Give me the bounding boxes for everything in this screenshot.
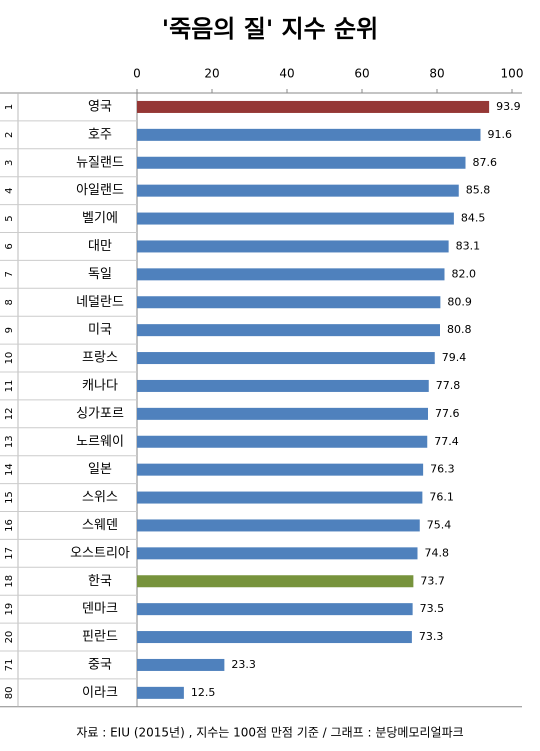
bar: [137, 547, 418, 560]
bar: [137, 379, 429, 392]
rank-label: 14: [4, 463, 15, 476]
bar: [137, 324, 440, 337]
category-label: 대만: [88, 239, 112, 254]
rank-label: 5: [4, 215, 15, 221]
value-label: 87.6: [473, 156, 498, 169]
bar: [137, 463, 424, 476]
rank-label: 71: [4, 659, 15, 672]
bar: [137, 212, 454, 225]
value-label: 75.4: [427, 518, 452, 531]
value-label: 91.6: [488, 128, 513, 141]
category-label: 미국: [88, 323, 112, 338]
rank-label: 10: [4, 352, 15, 365]
bar: [137, 128, 481, 141]
category-label: 중국: [88, 657, 112, 672]
category-label: 캐나다: [82, 378, 118, 393]
category-label: 싱가포르: [76, 406, 124, 421]
bar: [137, 407, 428, 420]
rank-label: 11: [4, 380, 15, 393]
rank-label: 19: [4, 603, 15, 616]
category-label: 오스트리아: [70, 546, 130, 561]
value-label: 83.1: [456, 239, 481, 252]
value-label: 74.8: [425, 546, 450, 559]
category-label: 이라크: [82, 685, 118, 700]
bar: [137, 100, 490, 113]
bar: [137, 240, 449, 253]
rank-label: 6: [4, 243, 15, 249]
category-label: 뉴질랜드: [76, 155, 124, 170]
rank-label: 2: [4, 132, 15, 138]
value-label: 80.9: [447, 295, 472, 308]
bar: [137, 575, 414, 588]
bar: [137, 519, 420, 532]
value-label: 23.3: [231, 658, 256, 671]
rank-label: 18: [4, 575, 15, 588]
bar: [137, 686, 184, 699]
chart-title: '죽음의 질' 지수 순위: [162, 15, 378, 43]
rank-label: 1: [4, 104, 15, 110]
category-label: 호주: [88, 127, 112, 142]
rank-label: 16: [4, 519, 15, 532]
value-label: 77.4: [434, 435, 459, 448]
bar: [137, 491, 423, 504]
x-tick-label: 100: [501, 67, 524, 81]
value-label: 84.5: [461, 212, 486, 225]
bar: [137, 352, 435, 365]
bar: [137, 435, 428, 448]
category-label: 덴마크: [82, 602, 118, 617]
value-label: 73.3: [419, 630, 444, 643]
rank-label: 13: [4, 435, 15, 448]
x-tick-label: 20: [204, 67, 219, 81]
bar: [137, 184, 459, 197]
value-label: 85.8: [466, 184, 491, 197]
value-label: 77.6: [435, 407, 460, 420]
value-label: 73.7: [420, 574, 445, 587]
value-label: 73.5: [420, 602, 445, 615]
category-label: 노르웨이: [76, 434, 124, 449]
category-label: 일본: [88, 462, 112, 477]
value-label: 77.8: [436, 379, 461, 392]
source-note: 자료 : EIU (2015년) , 지수는 100점 만점 기준 / 그래프 …: [76, 726, 463, 740]
category-label: 아일랜드: [76, 183, 124, 198]
value-label: 76.3: [430, 463, 455, 476]
category-label: 스위스: [82, 490, 118, 505]
x-tick-label: 40: [279, 67, 294, 81]
bar: [137, 603, 413, 616]
rank-label: 9: [4, 327, 15, 333]
rank-label: 8: [4, 299, 15, 305]
value-label: 93.9: [496, 100, 521, 113]
value-label: 80.8: [447, 323, 472, 336]
value-label: 82.0: [452, 267, 477, 280]
x-tick-label: 80: [429, 67, 444, 81]
category-label: 벨기에: [82, 211, 118, 226]
category-label: 한국: [88, 574, 112, 589]
x-tick-label: 0: [133, 67, 141, 81]
rank-label: 7: [4, 271, 15, 277]
rank-label: 3: [4, 160, 15, 166]
category-label: 핀란드: [82, 630, 118, 645]
bar: [137, 268, 445, 281]
value-label: 79.4: [442, 351, 467, 364]
x-tick-label: 60: [354, 67, 369, 81]
rank-label: 80: [4, 686, 15, 699]
rank-label: 12: [4, 407, 15, 420]
bar: [137, 658, 225, 671]
category-label: 스웨덴: [82, 518, 118, 533]
category-label: 프랑스: [82, 351, 118, 366]
bar: [137, 296, 441, 309]
value-label: 12.5: [191, 686, 216, 699]
category-label: 독일: [88, 267, 112, 282]
value-label: 76.1: [429, 491, 454, 504]
rank-label: 17: [4, 547, 15, 560]
rank-label: 4: [4, 187, 15, 193]
category-label: 네덜란드: [76, 295, 124, 310]
rank-label: 15: [4, 491, 15, 504]
bar: [137, 631, 412, 644]
bar: [137, 156, 466, 169]
rank-label: 20: [4, 631, 15, 644]
category-label: 영국: [88, 99, 112, 114]
